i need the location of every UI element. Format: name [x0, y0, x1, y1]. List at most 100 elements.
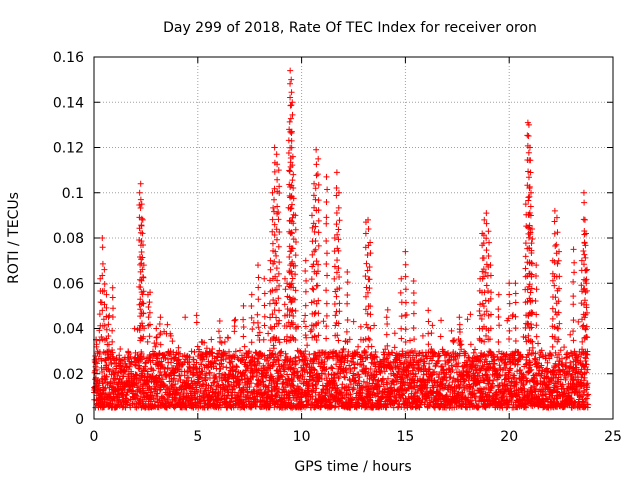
data-point-background [420, 371, 427, 378]
data-point-background [241, 343, 248, 350]
data-point-background [355, 343, 362, 350]
data-point-background [221, 338, 228, 345]
data-point [287, 80, 294, 87]
data-point [288, 76, 295, 83]
data-point-background [242, 367, 249, 374]
data-point [343, 328, 350, 335]
data-point-background [471, 346, 478, 353]
data-point-background [123, 391, 130, 398]
data-point-background [419, 332, 426, 339]
data-point [410, 289, 417, 296]
data-point [248, 303, 255, 310]
data-point [261, 290, 268, 297]
data-point [570, 328, 577, 335]
data-point [302, 267, 309, 274]
data-point [402, 286, 409, 293]
data-point-background [154, 355, 161, 362]
data-point-background [144, 368, 151, 375]
data-point-background [470, 349, 477, 356]
data-point-background [106, 312, 113, 319]
data-point [275, 216, 282, 223]
data-point-background [207, 385, 214, 392]
data-point [153, 325, 160, 332]
data-point-background [246, 383, 253, 390]
data-point [290, 319, 297, 326]
data-point [580, 247, 587, 254]
data-point-background [164, 365, 171, 372]
data-point-background [168, 382, 175, 389]
data-point [362, 230, 369, 237]
data-point-background [199, 381, 206, 388]
data-point [363, 260, 370, 267]
data-point-background [183, 353, 190, 360]
data-point-background [211, 379, 218, 386]
data-point-background [252, 402, 259, 409]
data-point [336, 217, 343, 224]
data-point [109, 294, 116, 301]
data-point-background [132, 391, 139, 398]
data-point [323, 261, 330, 268]
data-point [271, 196, 278, 203]
data-point [334, 257, 341, 264]
data-point-background [154, 390, 161, 397]
data-point [292, 307, 299, 314]
data-point-background [174, 390, 181, 397]
data-point [397, 289, 404, 296]
data-point [333, 221, 340, 228]
data-point-background [201, 339, 208, 346]
data-point-background [437, 333, 444, 340]
data-point [323, 199, 330, 206]
data-point-background [123, 363, 130, 370]
data-point-background [237, 347, 244, 354]
data-point [323, 250, 330, 257]
data-point [137, 306, 144, 313]
data-point [335, 226, 342, 233]
data-point [398, 313, 405, 320]
data-point [290, 171, 297, 178]
data-point-background [152, 343, 159, 350]
data-point-background [222, 356, 229, 363]
data-point [156, 321, 163, 328]
data-point-background [257, 386, 264, 393]
data-point-background [174, 366, 181, 373]
data-point [286, 254, 293, 261]
data-point [275, 270, 282, 277]
data-point-background [122, 368, 129, 375]
data-point [555, 257, 562, 264]
data-point-background [170, 355, 177, 362]
data-point-background [371, 322, 378, 329]
data-point-background [256, 329, 263, 336]
data-point-background [117, 346, 124, 352]
data-point [261, 302, 268, 309]
data-point [383, 331, 390, 338]
data-point [323, 238, 330, 245]
data-point-background [214, 378, 221, 385]
data-point [285, 137, 292, 144]
data-point [410, 310, 417, 317]
data-point-background [253, 372, 260, 379]
data-point [110, 305, 117, 312]
data-point [383, 314, 390, 321]
data-point [525, 133, 532, 140]
data-point-background [232, 348, 239, 355]
data-point [362, 273, 369, 280]
data-point [276, 307, 283, 314]
data-point-background [168, 359, 175, 366]
data-point-background [340, 345, 347, 352]
data-point-background [255, 355, 262, 362]
data-point [274, 203, 281, 210]
data-point [570, 278, 577, 285]
data-point-background [172, 354, 179, 361]
data-point-background [205, 392, 212, 399]
data-point [527, 157, 534, 164]
data-point [240, 333, 247, 340]
data-point [255, 324, 262, 331]
data-point-background [341, 373, 348, 380]
data-point [581, 251, 588, 258]
data-point-background [93, 360, 100, 367]
data-point [302, 312, 309, 319]
data-point-background [292, 354, 299, 361]
data-point [410, 324, 417, 331]
data-point-background [197, 371, 204, 378]
data-point [483, 210, 490, 217]
